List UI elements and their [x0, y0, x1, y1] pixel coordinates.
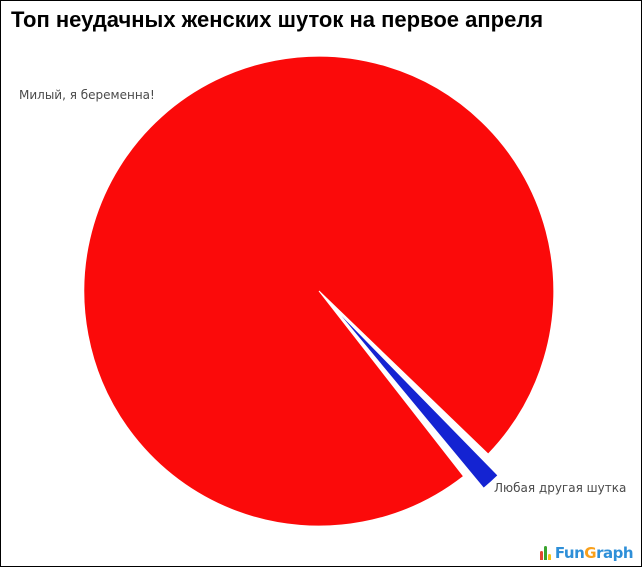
bar-chart-icon: [539, 546, 552, 560]
pie-slice-big: [83, 55, 555, 527]
slice-label-small: Любая другая шутка: [494, 481, 627, 495]
logo-text-raph: raph: [596, 544, 633, 562]
pie-slice-small: [333, 306, 499, 490]
slice-label-big: Милый, я беременна!: [19, 88, 155, 102]
chart-title: Топ неудачных женских шуток на первое ап…: [11, 7, 544, 32]
bar-chart-icon-bar-yellow: [547, 554, 551, 560]
bar-chart-icon-bar-green: [543, 546, 547, 560]
bar-chart-icon-bar-orange: [539, 551, 543, 560]
logo-text-g: G: [584, 544, 597, 562]
logo-text-fun: Fun: [554, 544, 585, 562]
